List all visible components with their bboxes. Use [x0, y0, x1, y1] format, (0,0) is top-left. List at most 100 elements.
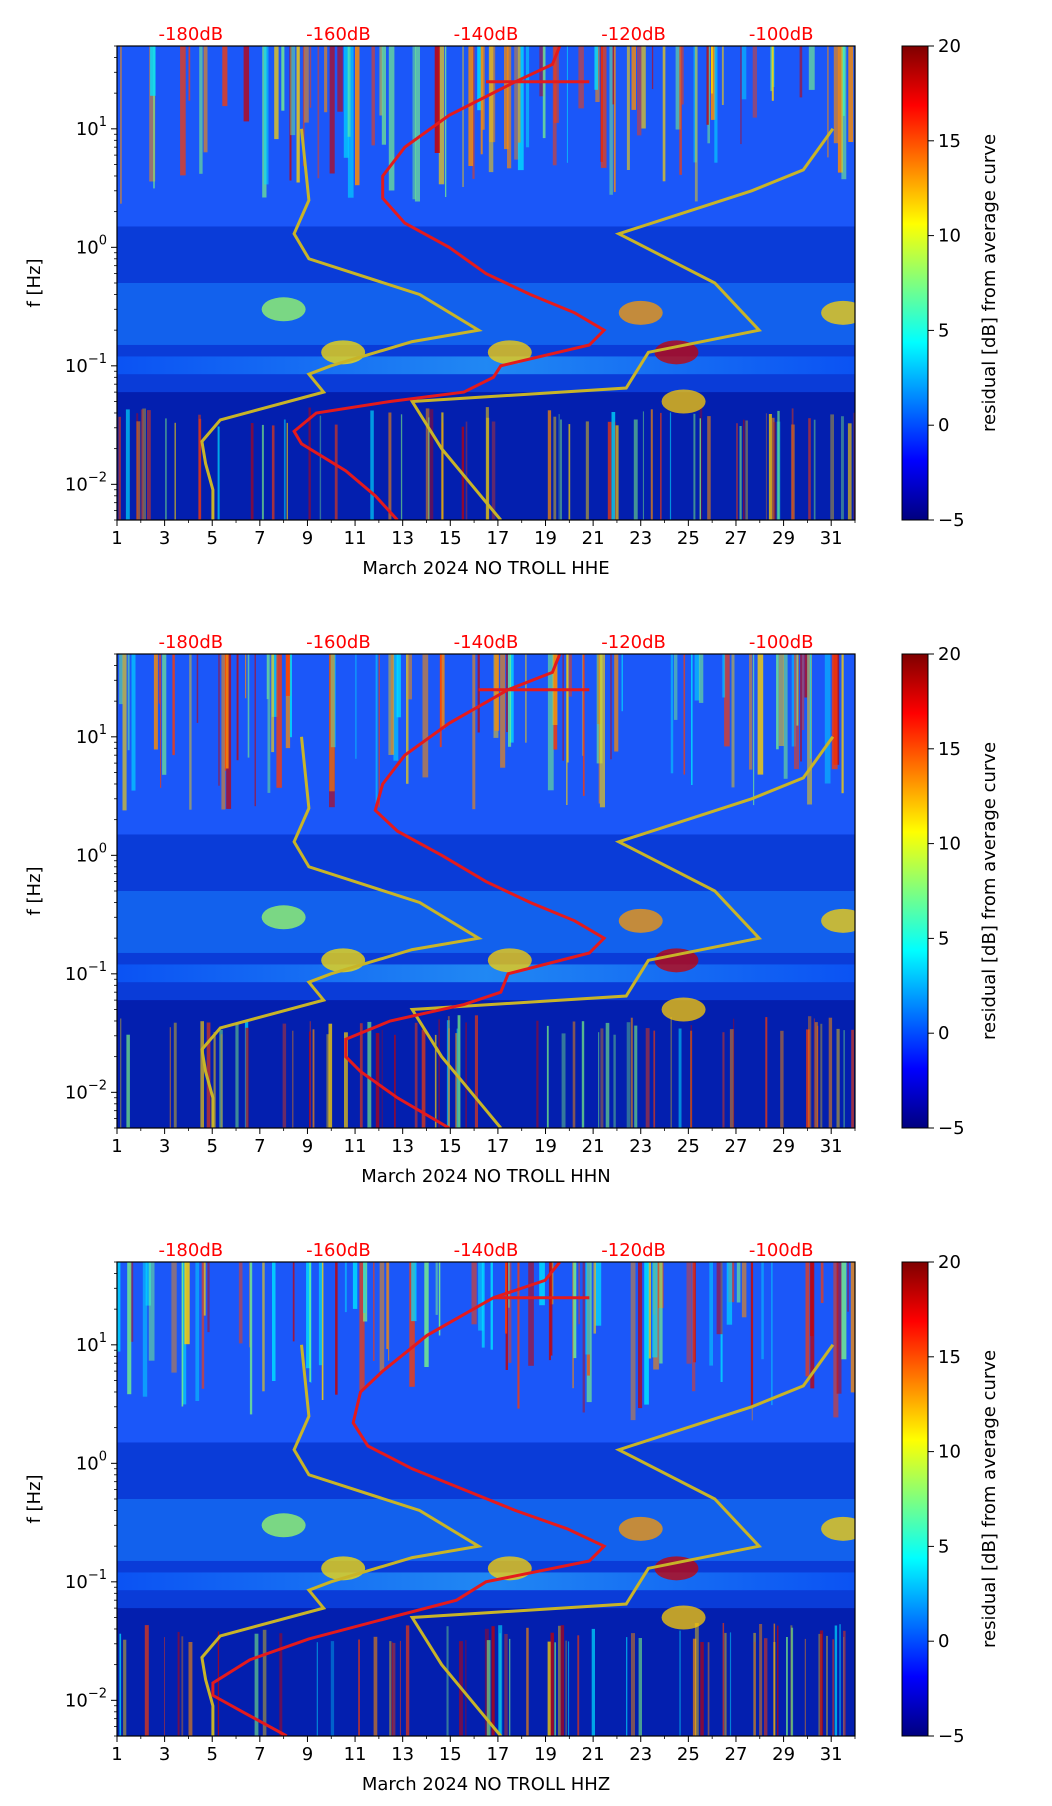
y-tick-label: 101 [76, 1331, 107, 1356]
y-tick-label: 10−2 [65, 1078, 107, 1103]
x-tick-label: 5 [206, 1136, 217, 1157]
x-tick-label: 29 [772, 528, 795, 549]
colorbar-tick-label: 0 [938, 1023, 949, 1044]
x-tick-label: 9 [302, 1744, 313, 1765]
top-db-tick-label: -180dB [158, 632, 223, 653]
noise-model-curve [409, 127, 835, 520]
x-tick-label: 11 [344, 1744, 367, 1765]
x-tick-label: 31 [820, 1744, 843, 1765]
x-tick-label: 19 [534, 528, 557, 549]
average-curve-curve [211, 1262, 607, 1736]
top-db-tick-label: -140dB [454, 632, 519, 653]
noise-model-curve [200, 128, 483, 520]
colorbar-tick-label: 20 [938, 644, 961, 665]
x-tick-label: 15 [439, 1744, 462, 1765]
average-curve-curve [344, 654, 607, 1128]
y-tick-label: 10−1 [65, 1568, 107, 1593]
x-tick-label: 1 [111, 1136, 122, 1157]
colorbar-tick-label: −5 [938, 1118, 965, 1139]
noise-model-curve [200, 736, 483, 1128]
x-tick-label: 23 [629, 528, 652, 549]
y-tick-label: 10−1 [65, 352, 107, 377]
x-tick-label: 15 [439, 1136, 462, 1157]
x-tick-label: 31 [820, 528, 843, 549]
top-db-tick-label: -100dB [749, 24, 814, 45]
x-tick-label: 5 [206, 528, 217, 549]
x-tick-label: 1 [111, 528, 122, 549]
colorbar-tick-label: 15 [938, 1347, 961, 1368]
x-tick-label: 11 [344, 1136, 367, 1157]
x-tick-label: 13 [391, 1744, 414, 1765]
colorbar-tick-label: 0 [938, 415, 949, 436]
x-tick-label: 3 [159, 1744, 170, 1765]
x-tick-label: 17 [486, 528, 509, 549]
x-tick-label: 17 [486, 1744, 509, 1765]
x-tick-label: 5 [206, 1744, 217, 1765]
y-tick-label: 101 [76, 723, 107, 748]
x-tick-label: 23 [629, 1136, 652, 1157]
x-tick-label: 17 [486, 1136, 509, 1157]
top-db-tick-label: -140dB [454, 24, 519, 45]
top-db-tick-label: -140dB [454, 1240, 519, 1261]
x-tick-label: 25 [677, 528, 700, 549]
top-db-tick-label: -160dB [306, 1240, 371, 1261]
top-db-tick-label: -180dB [158, 24, 223, 45]
x-tick-label: 7 [254, 528, 265, 549]
x-tick-label: 23 [629, 1744, 652, 1765]
y-tick-label: 10−2 [65, 470, 107, 495]
colorbar-tick-label: 15 [938, 739, 961, 760]
x-tick-label: 7 [254, 1136, 265, 1157]
x-tick-label: 13 [391, 528, 414, 549]
x-tick-label: 31 [820, 1136, 843, 1157]
top-db-tick-label: -100dB [749, 1240, 814, 1261]
x-tick-label: 3 [159, 528, 170, 549]
colorbar-tick-label: 20 [938, 36, 961, 57]
x-tick-label: 25 [677, 1136, 700, 1157]
x-tick-label: 3 [159, 1136, 170, 1157]
y-tick-label: 10−1 [65, 960, 107, 985]
x-tick-label: 15 [439, 528, 462, 549]
average-curve-curve [292, 46, 607, 520]
y-axis-label: f [Hz] [24, 258, 45, 307]
x-tick-label: 1 [111, 1744, 122, 1765]
colorbar [901, 1261, 929, 1737]
top-db-tick-label: -120dB [601, 632, 666, 653]
y-tick-label: 100 [76, 841, 107, 866]
colorbar-tick-label: 10 [938, 834, 961, 855]
heatmap-image [117, 46, 855, 520]
top-db-tick-label: -160dB [306, 24, 371, 45]
x-axis-label: March 2024 NO TROLL HHN [361, 1166, 610, 1187]
top-db-tick-label: -100dB [749, 632, 814, 653]
x-tick-label: 29 [772, 1744, 795, 1765]
x-tick-label: 29 [772, 1136, 795, 1157]
colorbar-label: residual [dB] from average curve [979, 742, 1000, 1040]
noise-model-curve [200, 1344, 483, 1736]
noise-model-curve [409, 735, 835, 1128]
x-tick-label: 9 [302, 528, 313, 549]
colorbar-tick-label: 15 [938, 131, 961, 152]
y-tick-label: 101 [76, 115, 107, 140]
x-tick-label: 13 [391, 1136, 414, 1157]
colorbar-tick-label: 10 [938, 226, 961, 247]
x-tick-label: 19 [534, 1744, 557, 1765]
noise-model-curve [409, 1343, 835, 1736]
x-tick-label: 21 [582, 1136, 605, 1157]
y-axis-label: f [Hz] [24, 866, 45, 915]
colorbar-tick-label: −5 [938, 510, 965, 531]
x-tick-label: 27 [725, 1744, 748, 1765]
top-db-tick-label: -180dB [158, 1240, 223, 1261]
x-tick-label: 21 [582, 1744, 605, 1765]
colorbar-label: residual [dB] from average curve [979, 1350, 1000, 1648]
x-tick-label: 27 [725, 528, 748, 549]
colorbar-tick-label: 5 [938, 1536, 949, 1557]
top-db-tick-label: -120dB [601, 1240, 666, 1261]
colorbar-tick-label: 0 [938, 1631, 949, 1652]
y-tick-label: 100 [76, 233, 107, 258]
heatmap-image [117, 654, 855, 1128]
top-db-tick-label: -120dB [601, 24, 666, 45]
colorbar-tick-label: −5 [938, 1726, 965, 1747]
